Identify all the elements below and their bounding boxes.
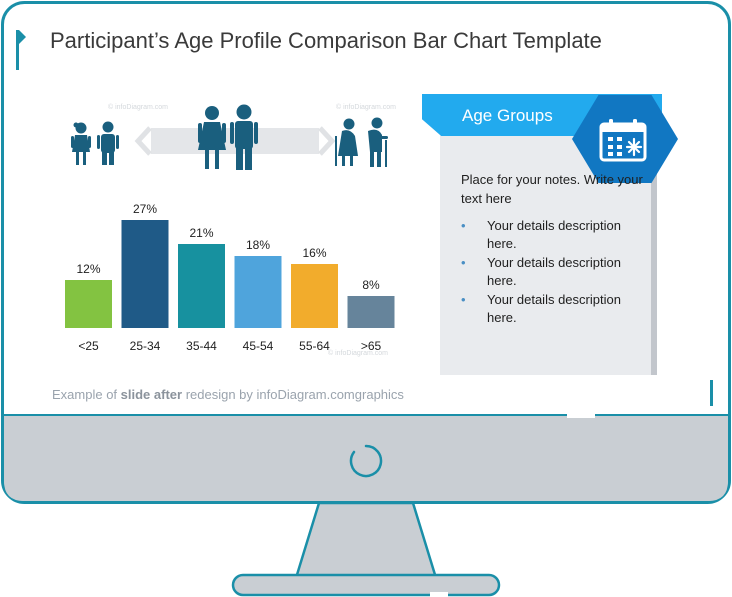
side-accent-mark bbox=[710, 380, 713, 406]
notes-body: Place for your notes. Write your text he… bbox=[461, 170, 646, 328]
seniors-icon bbox=[335, 117, 388, 167]
bullet-point: • bbox=[461, 255, 466, 270]
footer-caption: Example of slide after redesign by infoD… bbox=[52, 387, 404, 402]
bar-chart: 12% <25 27% 25-34 21% 35-44 18% 45-54 16% 55-64 8%… bbox=[65, 202, 395, 353]
watermark: © infoDiagram.com bbox=[108, 104, 169, 111]
footer-tail: graphics bbox=[354, 387, 404, 402]
bar-5 bbox=[291, 264, 338, 328]
bullet-point: • bbox=[461, 218, 466, 233]
bar-6 bbox=[347, 296, 395, 328]
title-accent-arrow bbox=[19, 30, 26, 44]
notes-intro: Place for your notes. Write your text he… bbox=[461, 172, 643, 206]
bullet-point: • bbox=[461, 292, 466, 307]
x-tick-label: 25-34 bbox=[130, 339, 161, 353]
data-label: 8% bbox=[362, 278, 380, 292]
age-groups-title: Age Groups bbox=[462, 106, 553, 125]
list-item-text: Your details description here. bbox=[487, 255, 621, 288]
x-tick-label: >65 bbox=[361, 339, 382, 353]
bar-3 bbox=[178, 244, 225, 328]
list-item: • Your details description here. bbox=[461, 254, 646, 290]
watermark: © infoDiagram.com bbox=[328, 350, 389, 357]
x-tick-label: 35-44 bbox=[186, 339, 217, 353]
page-title: Participant’s Age Profile Comparison Bar… bbox=[50, 28, 602, 53]
list-item: • Your details description here. bbox=[461, 291, 646, 327]
title-accent-bar bbox=[16, 30, 19, 70]
power-icon[interactable] bbox=[346, 442, 386, 482]
list-item-text: Your details description here. bbox=[487, 218, 621, 251]
data-label: 16% bbox=[302, 246, 326, 260]
watermark: © infoDiagram.com bbox=[336, 104, 397, 111]
data-label: 21% bbox=[189, 226, 213, 240]
list-item-text: Your details description here. bbox=[487, 292, 621, 325]
data-label: 12% bbox=[76, 262, 100, 276]
calendar-hexagon bbox=[572, 95, 678, 183]
data-label: 27% bbox=[133, 202, 157, 216]
list-item: • Your details description here. bbox=[461, 217, 646, 253]
x-tick-label: <25 bbox=[78, 339, 99, 353]
bar-1 bbox=[65, 280, 112, 328]
bar-4 bbox=[234, 256, 282, 328]
data-label: 18% bbox=[246, 238, 270, 252]
monitor-chin bbox=[4, 415, 728, 501]
footer-prefix: Example of bbox=[52, 387, 121, 402]
bar-2 bbox=[121, 220, 169, 328]
footer-bold: slide after bbox=[120, 387, 183, 402]
notes-list: • Your details description here. • Your de… bbox=[461, 217, 646, 327]
footer-suffix: redesign by infoDiagram.com bbox=[182, 387, 355, 402]
monitor-stand-base bbox=[231, 573, 501, 597]
age-people-row bbox=[71, 104, 388, 170]
children-icon bbox=[71, 121, 119, 165]
monitor-stand-neck bbox=[294, 501, 438, 580]
adults-icon bbox=[198, 104, 258, 170]
x-tick-label: 45-54 bbox=[243, 339, 274, 353]
x-tick-label: 55-64 bbox=[299, 339, 330, 353]
calendar-icon bbox=[599, 119, 647, 162]
